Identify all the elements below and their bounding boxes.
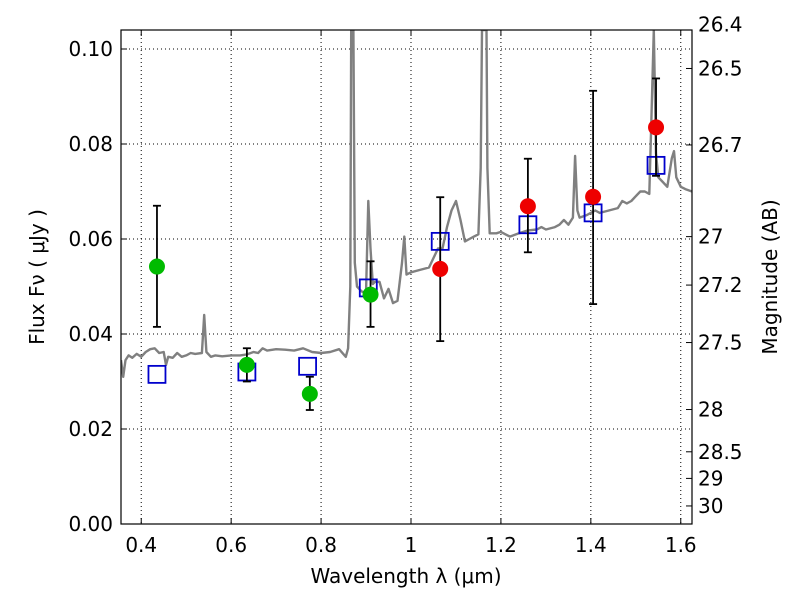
x-tick-label: 1 [405, 533, 418, 557]
y2-tick-label: 27.5 [698, 331, 743, 355]
x-tick-label: 1.4 [575, 533, 607, 557]
y2-tick-label: 28.5 [698, 440, 743, 464]
y2-tick-label: 27.2 [698, 273, 743, 297]
ticks: 0.4 0.6 0.8 1 1.2 1.4 1.6 0.00 0.02 0.04 0.06 0.08 0… [68, 12, 742, 557]
observed-flux-point [432, 260, 449, 277]
x-axis-label: Wavelength λ (μm) [310, 564, 501, 588]
observed-flux-point [585, 188, 602, 205]
y2-tick-label: 28 [698, 398, 723, 422]
y-tick-label: 0.06 [68, 227, 113, 251]
y2-tick-label: 27 [698, 225, 723, 249]
plot-frame [120, 29, 693, 525]
model-spectrum-line [121, 30, 692, 378]
observed-flux-point [648, 119, 665, 136]
grid [121, 30, 692, 525]
y-tick-label: 0.02 [68, 417, 113, 441]
y-tick-label: 0.10 [68, 37, 113, 61]
observed-flux-point [301, 385, 318, 402]
x-tick-label: 0.6 [215, 533, 247, 557]
x-tick-label: 1.6 [665, 533, 697, 557]
y-axis-label: Flux Fν ( μJy ) [25, 209, 49, 345]
y2-tick-label: 26.4 [698, 12, 743, 36]
x-tick-label: 0.4 [125, 533, 157, 557]
model-flux-square [147, 364, 167, 384]
y2-axis-label: Magnitude (AB) [758, 199, 782, 354]
y-tick-label: 0.00 [68, 512, 113, 536]
data-markers [147, 77, 666, 411]
y2-tick-label: 30 [698, 494, 723, 518]
observed-flux-point [519, 198, 536, 215]
y2-tick-label: 26.7 [698, 133, 743, 157]
observed-flux-point [148, 258, 165, 275]
y-tick-label: 0.08 [68, 132, 113, 156]
y2-tick-label: 26.5 [698, 56, 743, 80]
observed-flux-point [362, 286, 379, 303]
x-tick-label: 0.8 [305, 533, 337, 557]
observed-flux-point [238, 356, 255, 373]
plot-series [121, 30, 692, 378]
model-flux-square [298, 356, 317, 376]
x-tick-label: 1.2 [485, 533, 517, 557]
y-tick-label: 0.04 [68, 322, 113, 346]
y2-tick-label: 29 [698, 466, 723, 490]
